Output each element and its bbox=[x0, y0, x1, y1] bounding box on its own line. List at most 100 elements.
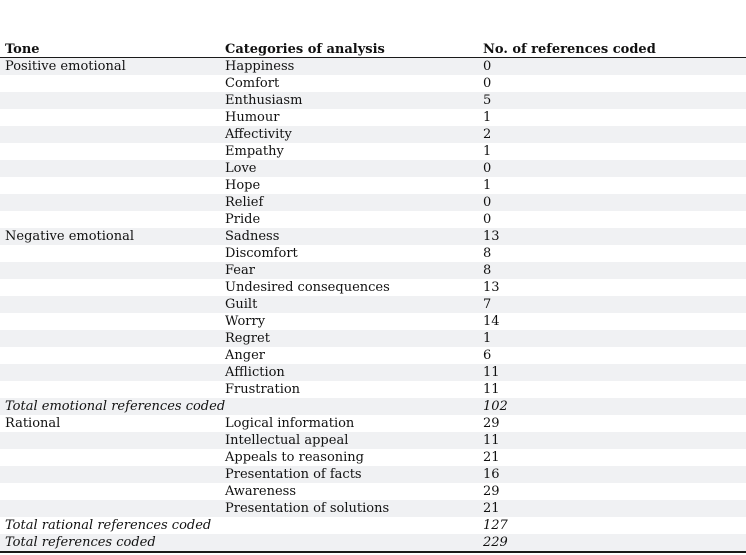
count-cell: 0 bbox=[483, 59, 492, 74]
count-cell: 29 bbox=[483, 484, 500, 499]
category-cell: Presentation of facts bbox=[225, 467, 362, 482]
category-cell: Appeals to reasoning bbox=[225, 450, 365, 465]
count-cell: 13 bbox=[483, 229, 500, 244]
category-cell: Logical information bbox=[225, 416, 355, 431]
category-cell: Comfort bbox=[225, 76, 280, 91]
category-cell: Sadness bbox=[225, 229, 280, 244]
category-cell: Pride bbox=[225, 212, 261, 227]
table-row: Appeals to reasoning 21 bbox=[0, 449, 746, 466]
tone-cell bbox=[0, 330, 225, 347]
table-row: Regret 1 bbox=[0, 330, 746, 347]
count-cell: 102 bbox=[483, 399, 508, 414]
table-row: Anger 6 bbox=[0, 347, 746, 364]
tone-cell bbox=[0, 296, 225, 313]
category-cell: Anger bbox=[225, 348, 265, 363]
tone-cell: Total references coded bbox=[5, 535, 156, 550]
count-cell: 0 bbox=[483, 161, 492, 176]
tone-cell bbox=[0, 109, 225, 126]
tone-cell bbox=[0, 75, 225, 92]
column-header-categories: Categories of analysis bbox=[225, 42, 385, 57]
tone-cell bbox=[0, 347, 225, 364]
category-cell: Love bbox=[225, 161, 257, 176]
table-row: Discomfort 8 bbox=[0, 245, 746, 262]
table-row: Affectivity 2 bbox=[0, 126, 746, 143]
table-row: Frustration 11 bbox=[0, 381, 746, 398]
table-row: Pride 0 bbox=[0, 211, 746, 228]
tone-cell bbox=[0, 449, 225, 466]
tone-cell bbox=[0, 466, 225, 483]
count-cell: 0 bbox=[483, 212, 492, 227]
table-header-row: Tone Categories of analysis No. of refer… bbox=[0, 41, 746, 58]
table-row: Awareness 29 bbox=[0, 483, 746, 500]
table-row: Comfort 0 bbox=[0, 75, 746, 92]
category-cell bbox=[225, 517, 483, 534]
count-cell: 11 bbox=[483, 382, 500, 397]
category-cell: Humour bbox=[225, 110, 280, 125]
count-cell: 8 bbox=[483, 246, 492, 261]
tone-cell bbox=[0, 160, 225, 177]
table-row: Worry 14 bbox=[0, 313, 746, 330]
tone-cell bbox=[0, 262, 225, 279]
tone-cell bbox=[0, 92, 225, 109]
tone-cell bbox=[0, 500, 225, 517]
table-row: Presentation of solutions 21 bbox=[0, 500, 746, 517]
table-row: Presentation of facts 16 bbox=[0, 466, 746, 483]
category-cell bbox=[225, 534, 483, 551]
category-cell: Affliction bbox=[225, 365, 285, 380]
tone-cell bbox=[0, 126, 225, 143]
tone-cell bbox=[0, 245, 225, 262]
category-cell: Discomfort bbox=[225, 246, 298, 261]
count-cell: 6 bbox=[483, 348, 492, 363]
column-header-references: No. of references coded bbox=[483, 42, 656, 57]
category-cell: Fear bbox=[225, 263, 255, 278]
table-body: Positive emotional Happiness 0 Comfort 0 Enth… bbox=[0, 58, 746, 553]
count-cell: 1 bbox=[483, 144, 492, 159]
category-cell: Empathy bbox=[225, 144, 284, 159]
category-cell: Hope bbox=[225, 178, 261, 193]
tone-cell bbox=[0, 194, 225, 211]
count-cell: 7 bbox=[483, 297, 492, 312]
count-cell: 1 bbox=[483, 178, 492, 193]
count-cell: 21 bbox=[483, 450, 500, 465]
tone-cell bbox=[0, 432, 225, 449]
coding-results-table: Tone Categories of analysis No. of refer… bbox=[0, 41, 746, 553]
total-row: Total rational references coded 127 bbox=[0, 517, 746, 534]
category-cell: Presentation of solutions bbox=[225, 501, 390, 516]
count-cell: 13 bbox=[483, 280, 500, 295]
table-row: Hope 1 bbox=[0, 177, 746, 194]
category-cell: Regret bbox=[225, 331, 270, 346]
category-cell bbox=[225, 398, 483, 415]
category-cell: Happiness bbox=[225, 59, 295, 74]
tone-cell bbox=[0, 381, 225, 398]
table-row: Guilt 7 bbox=[0, 296, 746, 313]
count-cell: 29 bbox=[483, 416, 500, 431]
count-cell: 0 bbox=[483, 195, 492, 210]
category-cell: Affectivity bbox=[225, 127, 292, 142]
count-cell: 11 bbox=[483, 365, 500, 380]
tone-cell bbox=[0, 279, 225, 296]
count-cell: 5 bbox=[483, 93, 492, 108]
total-row: Total emotional references coded 102 bbox=[0, 398, 746, 415]
total-row: Total references coded 229 bbox=[0, 534, 746, 551]
count-cell: 16 bbox=[483, 467, 500, 482]
table-row: Humour 1 bbox=[0, 109, 746, 126]
count-cell: 14 bbox=[483, 314, 500, 329]
tone-cell bbox=[0, 483, 225, 500]
column-header-tone: Tone bbox=[5, 42, 40, 57]
table-row: Rational Logical information 29 bbox=[0, 415, 746, 432]
category-cell: Intellectual appeal bbox=[225, 433, 349, 448]
table-row: Enthusiasm 5 bbox=[0, 92, 746, 109]
tone-cell bbox=[0, 177, 225, 194]
count-cell: 1 bbox=[483, 110, 492, 125]
table-row: Undesired consequences 13 bbox=[0, 279, 746, 296]
count-cell: 2 bbox=[483, 127, 492, 142]
table-row: Fear 8 bbox=[0, 262, 746, 279]
count-cell: 127 bbox=[483, 518, 508, 533]
table-row: Intellectual appeal 11 bbox=[0, 432, 746, 449]
count-cell: 8 bbox=[483, 263, 492, 278]
count-cell: 1 bbox=[483, 331, 492, 346]
tone-cell bbox=[0, 364, 225, 381]
table-row: Empathy 1 bbox=[0, 143, 746, 160]
tone-cell bbox=[0, 143, 225, 160]
